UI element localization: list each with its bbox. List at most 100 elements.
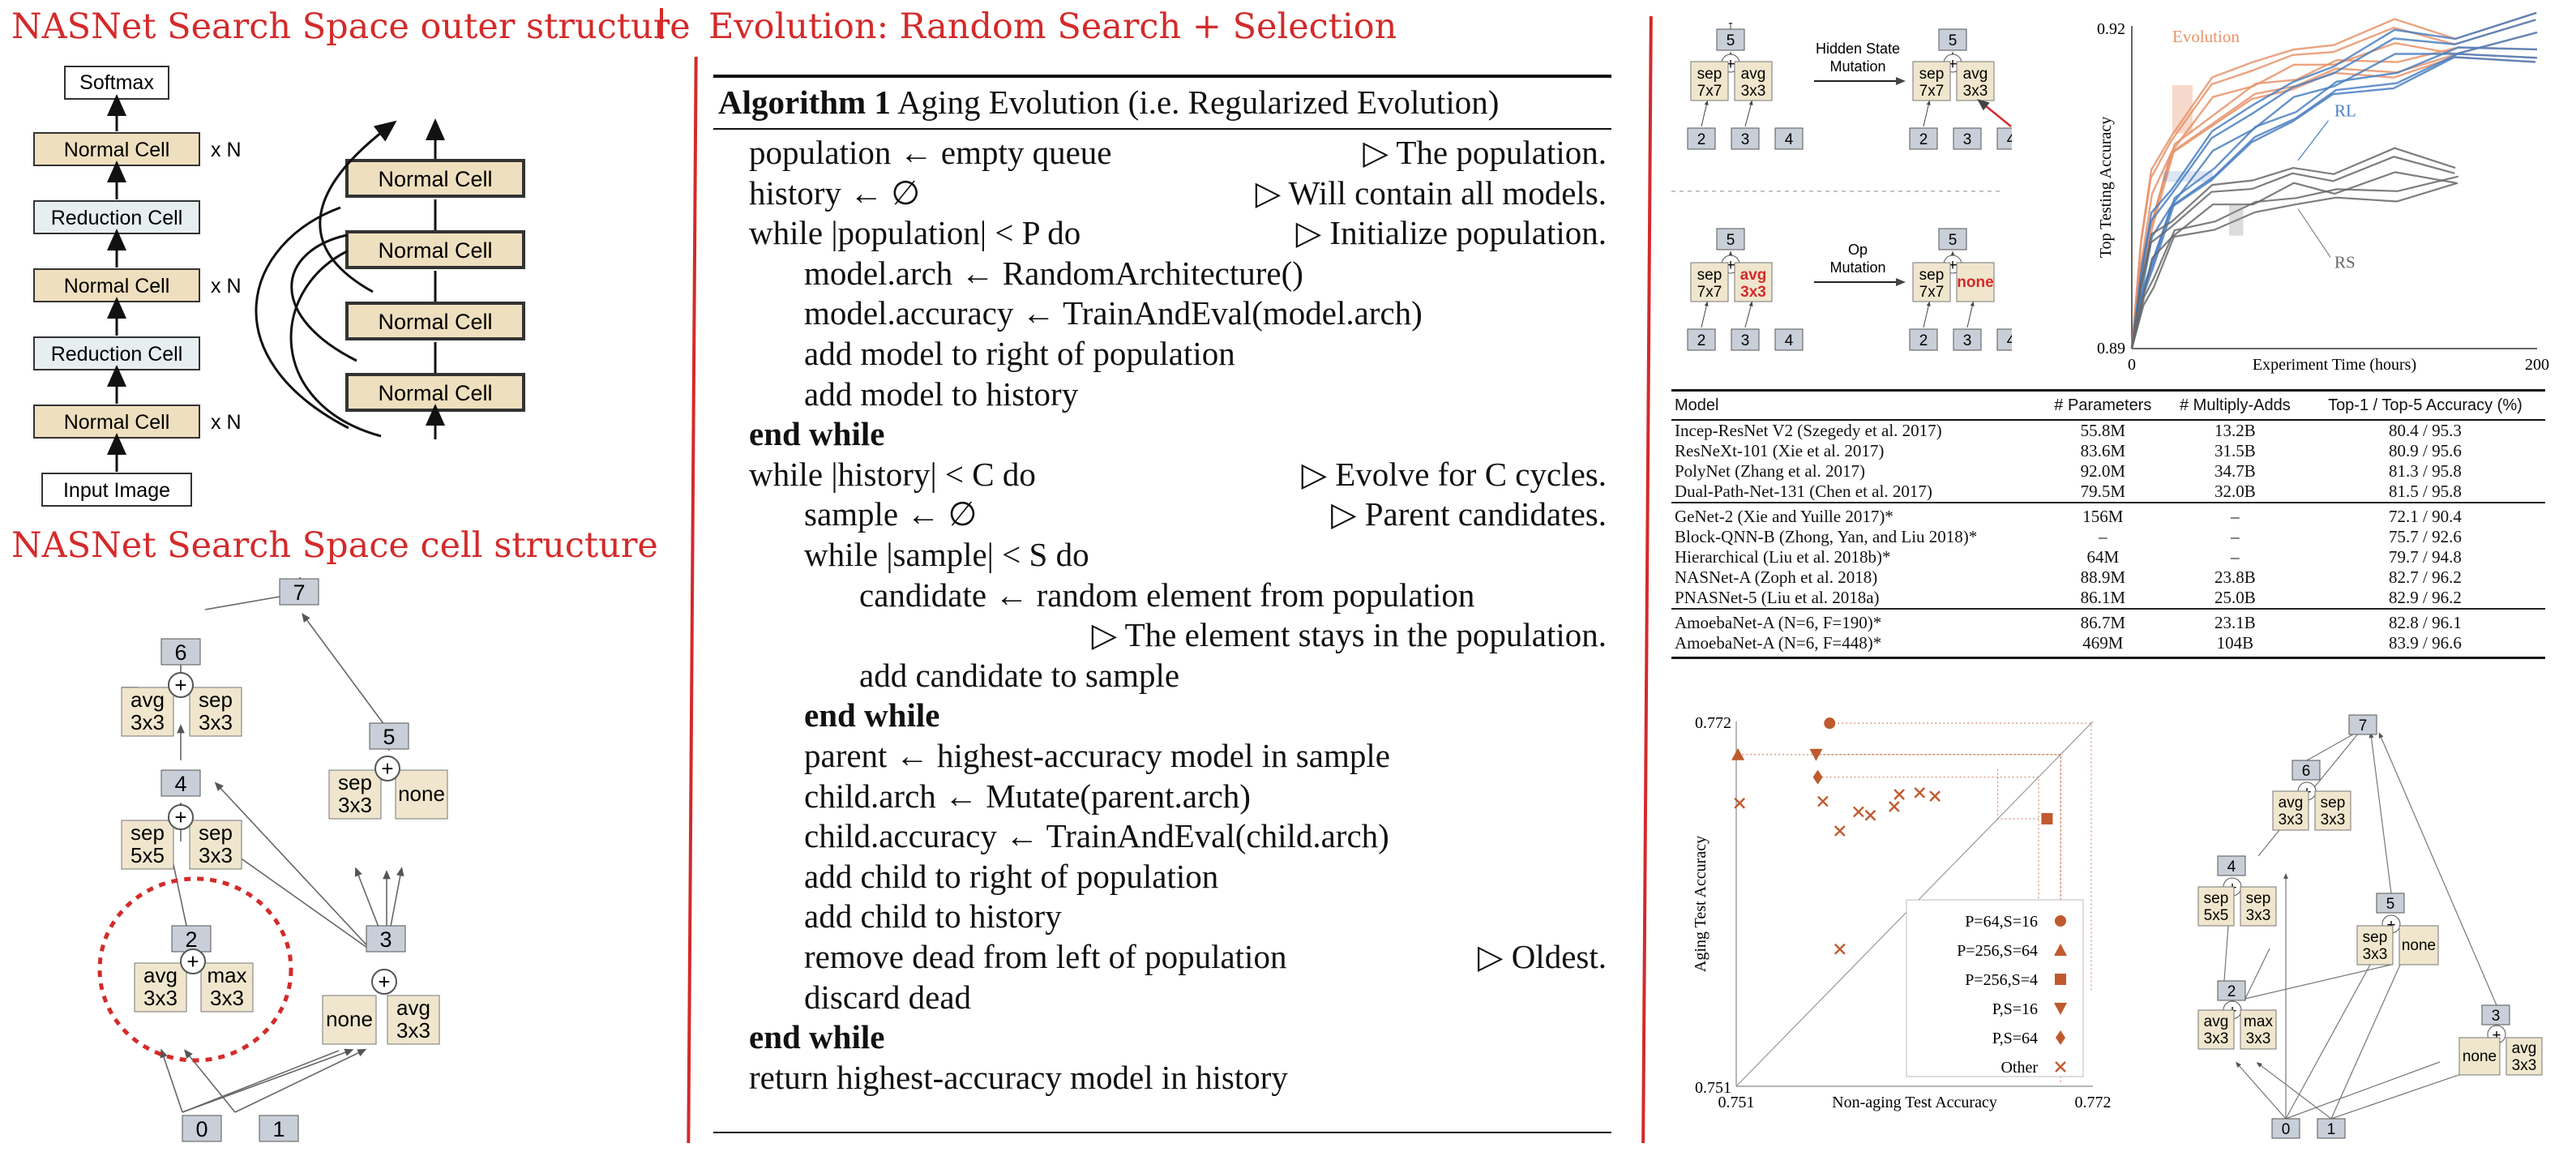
svg-text:+: + (2492, 1027, 2501, 1044)
table-cell: 80.4 / 95.3 (2389, 421, 2462, 440)
repeat-label: x N (211, 411, 242, 434)
svg-text:sep: sep (2246, 890, 2271, 907)
normal-cell-label: Normal Cell (378, 381, 492, 405)
node-7-label: 7 (293, 580, 305, 605)
table-cell: 79.7 / 94.8 (2389, 547, 2462, 567)
table-cell: – (2099, 527, 2107, 546)
svg-text:3x3: 3x3 (143, 986, 178, 1010)
table-cell: 75.7 / 92.6 (2389, 527, 2462, 546)
table-row: AmoebaNet-A (N=6, F=190)* 86.7M 23.1B 82.8 … (1671, 608, 2545, 633)
rs-pointer (2297, 208, 2331, 258)
algo-line: while |history| < C do ▷ Evolve for C cyc… (713, 455, 1611, 495)
series-line-rs (2130, 175, 2459, 349)
svg-text:4: 4 (2007, 131, 2012, 148)
algo-code: while |sample| < S do (804, 536, 1089, 573)
series-line-rs (2130, 182, 2458, 349)
svg-text:none: none (1957, 274, 1993, 291)
svg-text:6: 6 (2302, 763, 2311, 780)
algo-line: candidate ← random element from populati… (713, 576, 1611, 616)
table-cell: 86.1M (2080, 588, 2126, 607)
table-cell: 82.7 / 96.2 (2389, 567, 2462, 587)
algo-mid-rule (713, 128, 1611, 130)
series-line-rl (2130, 53, 2538, 349)
svg-text:5x5: 5x5 (2204, 907, 2229, 924)
y-tick-label: 0.772 (1695, 714, 1731, 732)
svg-text:2: 2 (1697, 332, 1706, 349)
table-cell: 34.7B (2214, 461, 2256, 481)
guide-line (1817, 776, 2039, 1004)
node-4-label: 4 (174, 772, 186, 796)
svg-text:sep: sep (1919, 267, 1945, 284)
divider-right (1641, 16, 1653, 1143)
svg-text:none: none (398, 781, 445, 806)
svg-text:3x3: 3x3 (2512, 1057, 2537, 1074)
data-point-x (1893, 789, 1905, 800)
table-header: Top-1 / Top-5 Accuracy (%) (2328, 396, 2523, 414)
algo-comment: ▷ Initialize population. (1295, 214, 1607, 252)
table-cell: NASNet-A (Zoph et al. 2018) (1675, 567, 1878, 587)
series-line-rs (2130, 171, 2457, 349)
series-line-evolution (2130, 11, 2537, 349)
algo-line: add model to history (713, 375, 1611, 415)
experiment-time-chart: 0.92 0.890 200 Experiment Time (hours) Top T… (2097, 11, 2549, 374)
svg-text:sep: sep (1919, 66, 1945, 83)
table-cell: Block-QNN-B (Zhong, Yan, and Liu 2018)* (1675, 527, 1978, 546)
y-tick-label: 0.751 (1695, 1079, 1731, 1097)
x-tick-label: 0.751 (1718, 1094, 1755, 1111)
series-label-evolution: Evolution (2172, 27, 2240, 46)
svg-text:5: 5 (1949, 32, 1958, 49)
algorithm-box: Algorithm 1 Aging Evolution (i.e. Regula… (713, 75, 1611, 1138)
evolution-band (2172, 84, 2193, 134)
table-cell: 23.8B (2214, 567, 2256, 587)
table-row: Hierarchical (Liu et al. 2018b)* 64M – 79.7… (1671, 547, 2545, 567)
svg-text:sep: sep (2321, 794, 2346, 811)
data-point-triangle-down (1809, 748, 1823, 761)
repeat-label: x N (211, 275, 242, 298)
svg-text:avg: avg (2512, 1040, 2537, 1057)
svg-text:avg: avg (1741, 66, 1766, 83)
normal-cell-label: Normal Cell (378, 238, 492, 263)
softmax-label: Softmax (79, 71, 154, 94)
svg-text:3: 3 (1963, 332, 1972, 349)
algo-code: child.arch ← Mutate(parent.arch) (804, 777, 1251, 815)
table-row: Incep-ResNet V2 (Szegedy et al. 2017) 55.… (1671, 420, 2545, 441)
algo-code: while |history| < C do (749, 455, 1036, 493)
y-axis-label: Top Testing Accuracy (2097, 117, 2115, 259)
table-cell: 92.0M (2080, 461, 2126, 481)
svg-text:max: max (2244, 1013, 2273, 1030)
algo-code: end while (804, 696, 940, 734)
table-cell: 86.7M (2040, 608, 2165, 633)
algo-code: add child to history (804, 897, 1062, 936)
svg-text:sep: sep (1697, 66, 1722, 83)
data-point-x (1929, 790, 1941, 802)
algo-comment: ▷ The population. (1363, 134, 1607, 171)
algo-code: remove dead from left of population (804, 938, 1287, 975)
table-cell: – (2231, 547, 2240, 567)
svg-text:avg: avg (1963, 66, 1988, 83)
svg-text:2: 2 (1697, 131, 1706, 148)
table-cell: Dual-Path-Net-131 (Chen et al. 2017) (1675, 482, 1932, 501)
data-point-x (1914, 787, 1926, 798)
normal-cell-label: Normal Cell (64, 411, 170, 434)
svg-text:+: + (186, 949, 199, 974)
svg-text:sep: sep (199, 687, 233, 712)
svg-text:avg: avg (396, 995, 430, 1020)
algo-line: while |sample| < S do (713, 535, 1611, 576)
algo-caption: Algorithm 1 Aging Evolution (i.e. Regula… (713, 83, 1611, 123)
data-point-circle (1824, 717, 1836, 730)
algo-top-rule (713, 75, 1611, 78)
algo-code: discard dead (804, 978, 972, 1016)
y-axis-label: Aging Test Accuracy (1692, 836, 1709, 972)
table-cell: – (2231, 527, 2240, 546)
divider-top-left (660, 8, 663, 39)
evolution-title: Evolution: Random Search + Selection (708, 6, 1397, 47)
data-point-square (2041, 813, 2053, 824)
algo-title: Aging Evolution (i.e. Regularized Evolut… (896, 83, 1500, 121)
y-tick-label: 0.89 (2097, 340, 2125, 358)
algo-line: history ← ∅ ▷ Will contain all models. (713, 173, 1611, 214)
svg-text:4: 4 (1785, 131, 1794, 148)
table-cell: AmoebaNet-A (N=6, F=190)* (1671, 608, 2041, 633)
svg-text:+: + (174, 805, 186, 829)
svg-text:3: 3 (1741, 332, 1750, 349)
svg-text:1: 1 (2327, 1121, 2336, 1138)
